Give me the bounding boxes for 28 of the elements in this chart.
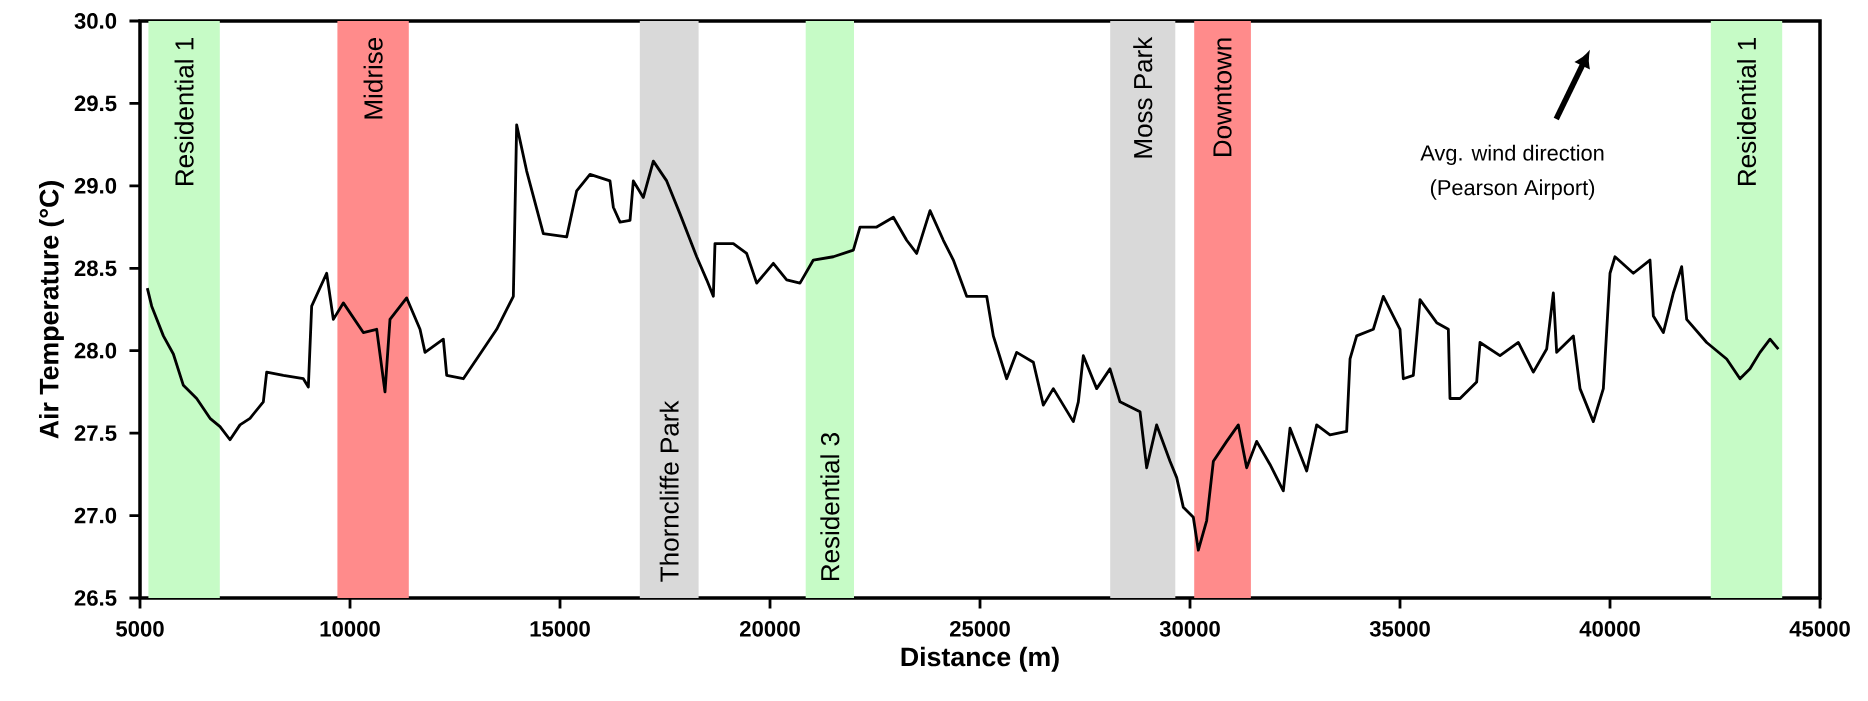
y-tick-label: 28.5 — [74, 260, 117, 277]
annotation: (Pearson Airport) — [1430, 179, 1595, 200]
band-label: Downtown — [1213, 38, 1232, 157]
x-tick-label: 35000 — [1369, 620, 1430, 637]
x-tick-label: 45000 — [1789, 620, 1850, 637]
y-tick-label: 29.5 — [74, 95, 117, 112]
x-tick-label: 20000 — [739, 620, 800, 637]
band-label: Residential 1 — [1736, 38, 1757, 185]
x-axis-title: Distance (m) — [901, 646, 1059, 672]
y-tick-label: 26.5 — [74, 590, 117, 606]
y-tick-label: 27.5 — [74, 425, 117, 441]
y-tick-label: 30.0 — [74, 13, 117, 29]
y-tick-label: 29.0 — [74, 177, 117, 194]
band-label: Residential 1 — [174, 38, 194, 185]
x-tick-label: 40000 — [1579, 620, 1640, 637]
x-tick-label: 15000 — [530, 620, 590, 637]
y-axis-title: Air Temperature (°C) — [38, 181, 64, 439]
x-tick-label: 5000 — [116, 620, 164, 637]
x-tick-label: 30000 — [1159, 620, 1220, 637]
x-tick-label: 10000 — [320, 620, 380, 637]
band-label: Residential 3 — [820, 433, 840, 581]
annotation: Avg. wind direction — [1420, 144, 1604, 166]
band-label: Midrise — [363, 37, 383, 119]
band-label: Moss Park — [1133, 36, 1153, 158]
x-tick-label: 25000 — [949, 620, 1010, 637]
y-tick-label: 28.0 — [74, 342, 117, 359]
y-tick-label: 27.0 — [74, 507, 117, 524]
band-label: Thorncliffe Park — [659, 400, 679, 582]
